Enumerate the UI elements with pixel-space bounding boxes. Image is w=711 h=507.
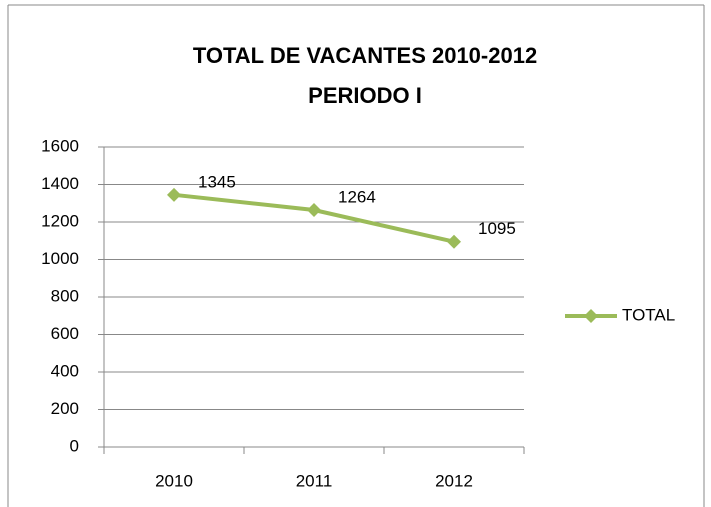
marker [584,309,598,323]
chart-subtitle: PERIODO I [308,83,422,108]
data-label: 1345 [198,172,236,191]
y-tick-label: 200 [51,399,79,418]
y-tick-label: 800 [51,286,79,305]
y-tick-label: 1600 [41,136,79,155]
x-tick-label: 2011 [296,471,333,490]
chart-title: TOTAL DE VACANTES 2010-2012 [193,43,537,68]
line [173,192,455,244]
y-tick-label: 1400 [41,174,79,193]
y-tick-label: 600 [51,324,79,343]
y-tick-label: 1000 [41,249,79,268]
data-label: 1095 [478,219,516,238]
data-label: 1264 [338,187,376,206]
x-tick-label: 2010 [155,471,193,490]
x-tick-label: 2012 [435,471,473,490]
marker [447,234,461,249]
y-tick-label: 400 [51,361,79,380]
legend-label: TOTAL [622,305,675,324]
marker [307,203,321,217]
y-tick-label: 1200 [41,211,79,230]
y-tick-label: 0 [70,436,79,455]
marker [167,187,181,202]
